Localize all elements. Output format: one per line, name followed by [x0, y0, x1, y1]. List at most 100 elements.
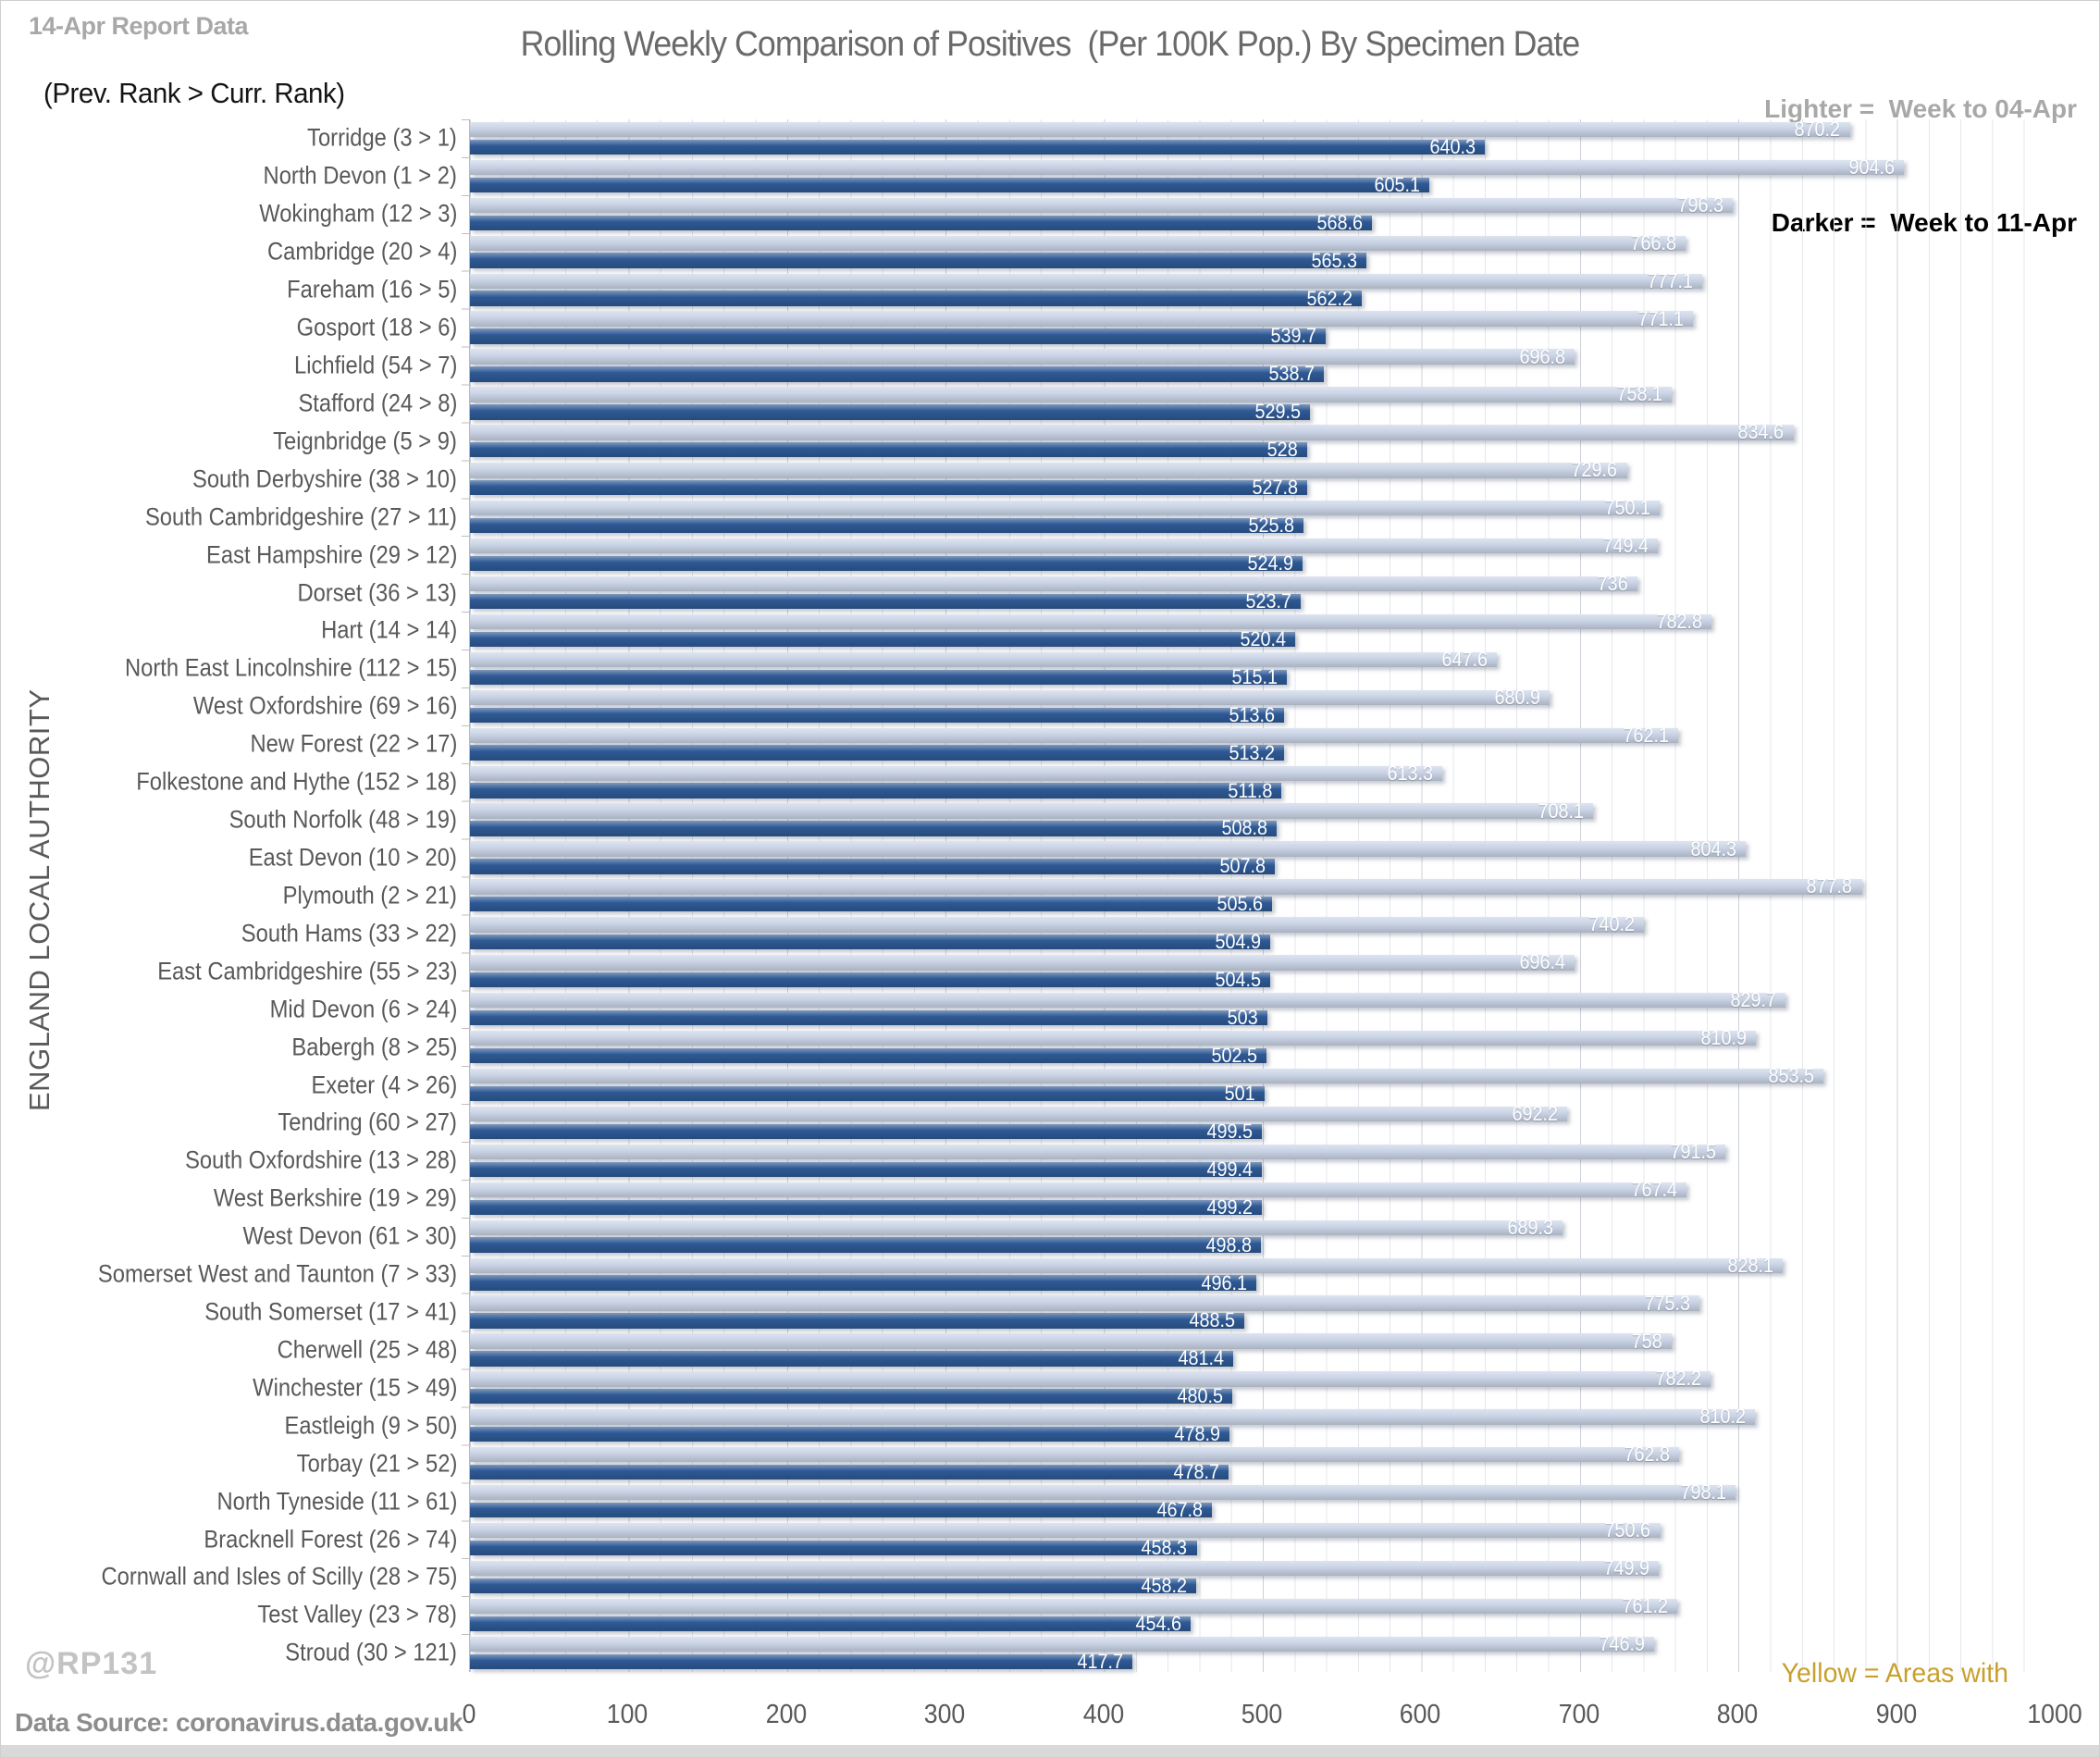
bar-value-week-to-04-apr: 829.7	[1730, 988, 1777, 1012]
bar-week-to-11-apr: 507.8	[470, 854, 1276, 877]
bar-value-week-to-11-apr: 528	[1266, 438, 1298, 462]
bar-value-week-to-04-apr: 853.5	[1768, 1064, 1814, 1088]
chart-title: Rolling Weekly Comparison of Positives (…	[520, 25, 1581, 64]
bar-week-to-11-apr: 515.1	[470, 665, 1287, 688]
bar-week-to-04-apr: 749.9	[470, 1556, 1660, 1579]
category-label: East Hampshire (29 > 12)	[205, 540, 457, 569]
bar-value-week-to-11-apr: 417.7	[1077, 1649, 1123, 1673]
bar-week-to-11-apr: 481.4	[470, 1346, 1234, 1369]
bar-value-week-to-04-apr: 804.3	[1690, 836, 1736, 860]
bar-value-week-to-04-apr: 750.6	[1604, 1518, 1651, 1542]
bar-value-week-to-04-apr: 904.6	[1848, 155, 1896, 179]
bar-week-to-11-apr: 538.7	[470, 362, 1325, 385]
chart-row: Test Valley (23 > 78) 761.2 454.6	[258, 1594, 2056, 1635]
x-tick-label: 300	[923, 1700, 966, 1729]
category-label: Mid Devon (6 > 24)	[269, 995, 457, 1023]
category-label: Stroud (30 > 121)	[285, 1638, 457, 1666]
bar-week-to-04-apr: 762.1	[470, 724, 1679, 747]
bar-week-to-04-apr: 834.6	[470, 420, 1794, 443]
x-tick-label: 800	[1716, 1700, 1759, 1729]
bar-week-to-04-apr: 771.1	[470, 307, 1693, 330]
x-tick-label: 100	[607, 1700, 649, 1729]
bar-value-week-to-11-apr: 640.3	[1429, 134, 1476, 158]
category-label: East Cambridgeshire (55 > 23)	[156, 957, 457, 985]
report-date-note: 14-Apr Report Data	[29, 12, 249, 40]
bar-week-to-11-apr: 513.6	[470, 703, 1285, 726]
bar-value-week-to-04-apr: 775.3	[1644, 1291, 1690, 1315]
bar-value-week-to-04-apr: 696.8	[1519, 344, 1566, 368]
bar-week-to-11-apr: 503	[470, 1006, 1268, 1029]
bar-week-to-04-apr: 828.1	[470, 1254, 1784, 1277]
bar-value-week-to-04-apr: 791.5	[1670, 1139, 1716, 1163]
bar-week-to-11-apr: 562.2	[470, 287, 1362, 310]
bar-value-week-to-04-apr: 767.4	[1631, 1177, 1678, 1201]
bar-value-week-to-11-apr: 504.5	[1215, 968, 1261, 992]
x-tick-label: 600	[1400, 1700, 1441, 1729]
x-tick-label: 400	[1082, 1700, 1124, 1729]
bar-value-week-to-11-apr: 481.4	[1178, 1346, 1225, 1370]
bar-value-week-to-11-apr: 505.6	[1217, 892, 1263, 916]
bar-value-week-to-04-apr: 708.1	[1538, 799, 1584, 823]
bar-week-to-11-apr: 504.9	[470, 930, 1271, 953]
category-label: North East Lincolnshire (112 > 15)	[124, 653, 457, 682]
bar-week-to-04-apr: 829.7	[470, 988, 1786, 1011]
bar-week-to-04-apr: 758.1	[470, 382, 1673, 405]
chart-row: Fareham (16 > 5) 777.1 562.2	[287, 269, 2056, 310]
chart-row: West Oxfordshire (69 > 16) 680.9 513.6	[193, 686, 2056, 726]
bar-value-week-to-11-apr: 508.8	[1221, 816, 1268, 840]
bar-week-to-04-apr: 761.2	[470, 1594, 1677, 1617]
category-label: Hart (14 > 14)	[320, 615, 457, 644]
bar-value-week-to-04-apr: 758	[1632, 1329, 1663, 1353]
bar-value-week-to-04-apr: 782.8	[1656, 610, 1702, 634]
x-tick-label: 0	[462, 1700, 476, 1729]
bar-value-week-to-11-apr: 458.2	[1141, 1573, 1188, 1597]
bar-week-to-11-apr: 502.5	[470, 1044, 1267, 1067]
bar-week-to-11-apr: 520.4	[470, 627, 1295, 650]
bar-value-week-to-11-apr: 538.7	[1268, 362, 1316, 386]
bar-week-to-11-apr: 499.5	[470, 1120, 1263, 1143]
chart-row: Plymouth (2 > 21) 877.8 505.6	[283, 874, 2056, 916]
chart-row: South Oxfordshire (13 > 28) 791.5 499.4	[185, 1139, 2056, 1181]
bar-week-to-11-apr: 454.6	[470, 1612, 1192, 1635]
bar-value-week-to-11-apr: 527.8	[1252, 476, 1298, 500]
bar-value-week-to-04-apr: 740.2	[1588, 912, 1635, 936]
bar-week-to-04-apr: 758	[470, 1330, 1673, 1353]
bar-value-week-to-11-apr: 499.5	[1206, 1119, 1254, 1143]
bar-value-week-to-04-apr: 729.6	[1571, 458, 1618, 482]
category-label: Torridge (3 > 1)	[307, 123, 457, 152]
chart-row: New Forest (22 > 17) 762.1 513.2	[250, 724, 2056, 764]
bar-week-to-11-apr: 513.2	[470, 741, 1284, 764]
chart-row: North Tyneside (11 > 61) 798.1 467.8	[216, 1480, 2056, 1521]
bar-value-week-to-04-apr: 647.6	[1441, 647, 1488, 671]
bar-week-to-11-apr: 523.7	[470, 589, 1301, 613]
bar-value-week-to-11-apr: 520.4	[1240, 626, 1286, 650]
category-label: Cherwell (25 > 48)	[277, 1335, 457, 1364]
bar-week-to-04-apr: 767.4	[470, 1178, 1687, 1201]
category-label: Tendring (60 > 27)	[278, 1108, 457, 1136]
bar-value-week-to-11-apr: 503	[1228, 1006, 1259, 1030]
bar-week-to-04-apr: 750.1	[470, 496, 1660, 519]
category-label: Plymouth (2 > 21)	[282, 881, 457, 910]
category-label: Cambridge (20 > 4)	[266, 237, 457, 266]
bar-value-week-to-04-apr: 746.9	[1599, 1631, 1646, 1655]
plot-area: Torridge (3 > 1) 870.2 640.3 North Devon (1…	[98, 118, 2056, 1673]
bar-week-to-11-apr: 511.8	[470, 779, 1282, 802]
bar-week-to-11-apr: 417.7	[470, 1650, 1132, 1673]
bar-value-week-to-11-apr: 515.1	[1231, 664, 1278, 688]
x-tick-label: 200	[765, 1700, 808, 1729]
chart-row: Stafford (24 > 8) 758.1 529.5	[298, 382, 2056, 423]
chart-row: Mid Devon (6 > 24) 829.7 503	[269, 988, 2056, 1029]
enhanced-response-note: Yellow = Areas with Enhanced Response	[1744, 1594, 2018, 1757]
category-label: Babergh (8 > 25)	[291, 1033, 457, 1061]
bar-value-week-to-04-apr: 810.2	[1699, 1405, 1746, 1429]
x-tick-label: 900	[1875, 1700, 1917, 1729]
chart-row: Hart (14 > 14) 782.8 520.4	[321, 610, 2056, 650]
bar-week-to-04-apr: 904.6	[470, 155, 1905, 179]
chart-row: Torbay (21 > 52) 762.8 478.7	[296, 1442, 2056, 1483]
bar-week-to-04-apr: 708.1	[470, 799, 1593, 823]
chart-row: Stroud (30 > 121) 746.9 417.7	[285, 1631, 2056, 1673]
bar-value-week-to-11-apr: 499.2	[1206, 1195, 1253, 1219]
bar-week-to-11-apr: 458.2	[470, 1574, 1197, 1597]
bar-week-to-11-apr: 524.9	[470, 551, 1303, 575]
category-label: Folkestone and Hythe (152 > 18)	[136, 767, 457, 796]
